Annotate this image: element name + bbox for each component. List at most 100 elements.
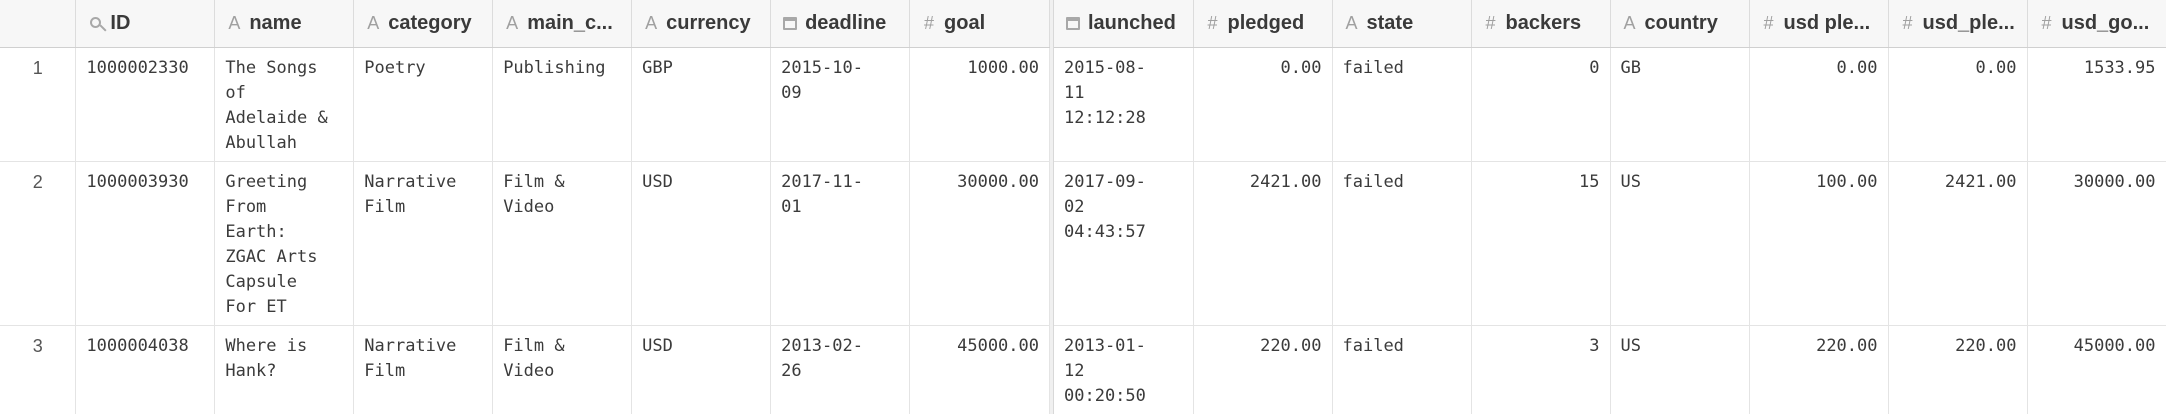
column-label: backers — [1505, 11, 1582, 34]
table-row[interactable]: 1 1000002330 The Songs of Adelaide & Abu… — [0, 47, 1050, 162]
cell-main-category[interactable]: Publishing — [492, 47, 633, 162]
column-header-deadline[interactable]: deadline — [770, 0, 911, 48]
calendar-icon — [1064, 13, 1082, 34]
column-label: country — [1644, 11, 1718, 34]
cell-currency[interactable]: USD — [631, 161, 772, 326]
cell-launched[interactable]: 2017-09- 02 04:43:57 — [1054, 161, 1194, 326]
key-icon — [86, 13, 104, 34]
cell-goal[interactable]: 1000.00 — [909, 47, 1050, 162]
cell-name[interactable]: The Songs of Adelaide & Abullah — [214, 47, 355, 162]
cell-category[interactable]: Narrative Film — [353, 161, 494, 326]
table-row[interactable]: 2013-01- 12 00:20:50 220.00 failed 3 US … — [1054, 325, 2166, 414]
cell-usd-pledged-real[interactable]: 220.00 — [1888, 325, 2028, 414]
cell-usd-goal-real[interactable]: 30000.00 — [2027, 161, 2166, 326]
hash-icon: # — [1207, 12, 1218, 33]
column-label: state — [1366, 11, 1414, 34]
column-header-launched[interactable]: launched — [1054, 0, 1194, 48]
column-label: category — [388, 11, 472, 34]
cell-usd-pledged[interactable]: 0.00 — [1749, 47, 1889, 162]
row-number[interactable]: 2 — [0, 161, 77, 326]
cell-currency[interactable]: GBP — [631, 47, 772, 162]
table-row[interactable]: 3 1000004038 Where is Hank? Narrative Fi… — [0, 325, 1050, 414]
cell-pledged[interactable]: 0.00 — [1193, 47, 1333, 162]
hash-icon: # — [924, 12, 935, 33]
cell-usd-goal-real[interactable]: 1533.95 — [2027, 47, 2166, 162]
cell-country[interactable]: GB — [1610, 47, 1750, 162]
cell-main-category[interactable]: Film & Video — [492, 161, 633, 326]
table-row[interactable]: 2 1000003930 Greeting From Earth: ZGAC A… — [0, 161, 1050, 326]
row-number[interactable]: 1 — [0, 47, 77, 162]
column-label: ID — [110, 11, 131, 34]
column-label: usd ple... — [1783, 11, 1871, 34]
column-header-usd-pledged-real[interactable]: # usd_ple... — [1888, 0, 2028, 48]
column-header-backers[interactable]: # backers — [1471, 0, 1611, 48]
cell-category[interactable]: Poetry — [353, 47, 494, 162]
cell-pledged[interactable]: 220.00 — [1193, 325, 1333, 414]
cell-deadline[interactable]: 2013-02- 26 — [770, 325, 911, 414]
column-label: launched — [1088, 11, 1176, 34]
cell-main-category[interactable]: Film & Video — [492, 325, 633, 414]
hash-icon: # — [1485, 12, 1496, 33]
row-number[interactable]: 3 — [0, 325, 77, 414]
cell-backers[interactable]: 15 — [1471, 161, 1611, 326]
cell-country[interactable]: US — [1610, 325, 1750, 414]
calendar-icon — [781, 13, 799, 34]
column-label: deadline — [805, 11, 887, 34]
cell-usd-goal-real[interactable]: 45000.00 — [2027, 325, 2166, 414]
hash-icon: # — [1902, 12, 1913, 33]
cell-pledged[interactable]: 2421.00 — [1193, 161, 1333, 326]
cell-id[interactable]: 1000002330 — [75, 47, 216, 162]
table-row[interactable]: 2015-08- 11 12:12:28 0.00 failed 0 GB 0.… — [1054, 47, 2166, 162]
cell-currency[interactable]: USD — [631, 325, 772, 414]
cell-state[interactable]: failed — [1332, 161, 1472, 326]
cell-backers[interactable]: 3 — [1471, 325, 1611, 414]
cell-category[interactable]: Narrative Film — [353, 325, 494, 414]
column-label: usd_ple... — [1922, 11, 2015, 34]
cell-usd-pledged-real[interactable]: 0.00 — [1888, 47, 2028, 162]
cell-deadline[interactable]: 2015-10- 09 — [770, 47, 911, 162]
cell-launched[interactable]: 2015-08- 11 12:12:28 — [1054, 47, 1194, 162]
cell-usd-pledged-real[interactable]: 2421.00 — [1888, 161, 2028, 326]
column-header-id[interactable]: ID — [75, 0, 216, 48]
text-type-icon: A — [367, 12, 380, 33]
cell-name[interactable]: Greeting From Earth: ZGAC Arts Capsule F… — [214, 161, 355, 326]
column-label: pledged — [1227, 11, 1305, 34]
column-label: main_c... — [527, 11, 613, 34]
text-type-icon: A — [1623, 12, 1636, 33]
cell-usd-pledged[interactable]: 220.00 — [1749, 325, 1889, 414]
cell-backers[interactable]: 0 — [1471, 47, 1611, 162]
column-header-pledged[interactable]: # pledged — [1193, 0, 1333, 48]
column-label: currency — [666, 11, 751, 34]
column-header-goal[interactable]: # goal — [909, 0, 1050, 48]
column-header-usd-pledged[interactable]: # usd ple... — [1749, 0, 1889, 48]
text-type-icon: A — [228, 12, 241, 33]
text-type-icon: A — [1345, 12, 1358, 33]
pane-divider[interactable] — [1050, 0, 1053, 414]
cell-goal[interactable]: 45000.00 — [909, 325, 1050, 414]
cell-usd-pledged[interactable]: 100.00 — [1749, 161, 1889, 326]
column-header-usd-goal-real[interactable]: # usd_go... — [2027, 0, 2166, 48]
cell-id[interactable]: 1000004038 — [75, 325, 216, 414]
cell-state[interactable]: failed — [1332, 47, 1472, 162]
column-label: goal — [944, 11, 986, 34]
table-row[interactable]: 2017-09- 02 04:43:57 2421.00 failed 15 U… — [1054, 161, 2166, 326]
cell-country[interactable]: US — [1610, 161, 1750, 326]
cell-state[interactable]: failed — [1332, 325, 1472, 414]
text-type-icon: A — [645, 12, 658, 33]
cell-id[interactable]: 1000003930 — [75, 161, 216, 326]
cell-goal[interactable]: 30000.00 — [909, 161, 1050, 326]
cell-launched[interactable]: 2013-01- 12 00:20:50 — [1054, 325, 1194, 414]
cell-deadline[interactable]: 2017-11- 01 — [770, 161, 911, 326]
cell-name[interactable]: Where is Hank? — [214, 325, 355, 414]
hash-icon: # — [2041, 12, 2052, 33]
